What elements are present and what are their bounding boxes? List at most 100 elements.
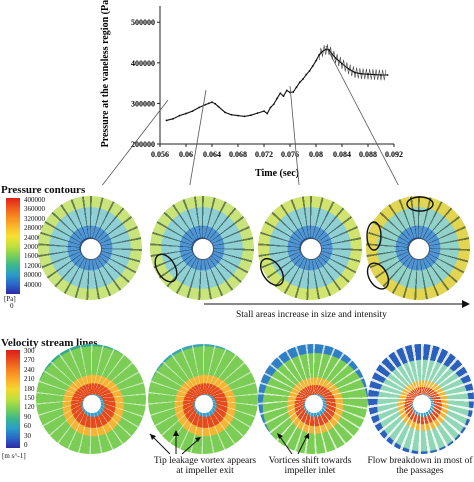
x-tick-group: 0.056 0.06 0.064 0.068 0.072 0.076 0.08 0.084 0.… [151, 144, 403, 159]
pressure-data-point [324, 48, 327, 51]
y-tick-label: 200000 [131, 140, 155, 149]
pressure-data-point [341, 62, 343, 65]
pressure-data-point [204, 103, 207, 106]
pressure-data-point [207, 102, 210, 105]
velocity-stream-image-4-hub [413, 395, 431, 413]
velocity-legend-value: 270 [24, 356, 35, 365]
pressure-data-point [211, 101, 213, 104]
pressure-data-point [354, 71, 356, 74]
pressure-contour-image-4-hub [408, 238, 430, 260]
pressure-contour-image-3 [258, 196, 362, 300]
pressure-legend-value: 120000 [24, 261, 45, 270]
pressure-data-point [360, 72, 363, 75]
pressure-data-point [295, 86, 298, 89]
velocity-stream-image-2 [148, 344, 258, 454]
x-tick-label: 0.064 [203, 150, 221, 159]
pressure-legend-labels: 400000 360000 320000 280000 240000 200000 1600… [0, 196, 60, 306]
pressure-data-point [347, 68, 350, 70]
pressure-unit-label: [Pa] [4, 295, 16, 303]
velocity-stream-image-4 [368, 344, 474, 454]
velocity-legend-value: 300 [24, 347, 35, 355]
x-axis-label: Time (sec) [255, 168, 299, 179]
pressure-data-point [285, 89, 288, 92]
pressure-data-point [367, 73, 369, 76]
pressure-data-point [292, 91, 295, 93]
pressure-data-point [386, 74, 389, 76]
pressure-data-point [172, 117, 174, 120]
x-tick-label: 0.056 [151, 150, 169, 159]
callout-line-1 [101, 99, 169, 185]
velocity-colorbar [6, 350, 20, 448]
pressure-contour-image-4 [366, 196, 470, 300]
pressure-data-point [263, 110, 265, 113]
pressure-legend-value: 400000 [24, 196, 45, 204]
pressure-legend-value: 80000 [24, 271, 42, 280]
callout-line-2 [189, 89, 207, 185]
pressure-contour-image-1 [38, 196, 142, 300]
velocity-legend-labels: 300 270 240 210 180 150 120 90 60 30 0 [0, 347, 60, 457]
pressure-legend-value: 160000 [24, 252, 45, 261]
pressure-data-point [224, 111, 226, 114]
callout-line-4 [325, 45, 399, 185]
pressure-contour-image-2-hub [192, 238, 214, 260]
pressure-contours-title: Pressure contours [1, 184, 86, 196]
x-tick-label: 0.08 [309, 150, 323, 159]
x-tick-label: 0.076 [281, 150, 299, 159]
pressure-data-point [318, 53, 321, 56]
pressure-data-point [302, 78, 304, 80]
callout-lines [101, 45, 399, 185]
x-tick-label: 0.092 [385, 150, 403, 159]
pressure-data-point [308, 70, 311, 72]
pressure-legend-value: 320000 [24, 214, 45, 223]
y-tick-label: 500000 [131, 18, 155, 27]
velocity-legend-value: 90 [24, 412, 31, 421]
stall-ellipse-2 [154, 253, 178, 283]
stall-ellipse-4b [406, 196, 434, 212]
pressure-data-point [214, 102, 217, 105]
pressure-data-point [217, 105, 220, 108]
pressure-data-point [266, 112, 269, 115]
pressure-chart: 0.056 0.06 0.064 0.068 0.072 0.076 0.08 0.084 0.… [100, 0, 403, 185]
pressure-legend-value: 40000 [24, 280, 42, 289]
velocity-caption-3: Flow breakdown in most of the passages [367, 456, 473, 476]
velocity-legend-value: 180 [24, 384, 35, 393]
pressure-colorbar [6, 198, 20, 294]
pressure-legend-value: 280000 [24, 224, 45, 233]
velocity-legend-value: 210 [24, 375, 35, 384]
velocity-stream-image-1 [36, 344, 146, 454]
pressure-data-point [269, 106, 272, 109]
stall-ellipse-4c [366, 262, 390, 290]
pressure-contour-image-1-hub [80, 238, 102, 260]
pressure-series-points [165, 48, 389, 122]
pressure-data-point [276, 97, 278, 100]
x-tick-label: 0.068 [229, 150, 247, 159]
pressure-data-point [230, 113, 233, 116]
pressure-legend-value: 240000 [24, 233, 45, 242]
velocity-legend-value: 120 [24, 403, 35, 412]
x-tick-label: 0.072 [255, 150, 273, 159]
pressure-data-point [178, 114, 181, 117]
pressure-data-point [305, 73, 308, 76]
velocity-legend-value: 60 [24, 422, 31, 431]
pressure-data-point [282, 95, 285, 98]
pressure-data-point [311, 65, 314, 67]
pressure-data-point [250, 114, 252, 117]
pressure-legend-value: 200000 [24, 243, 45, 251]
pressure-contour-image-3-hub [300, 238, 322, 260]
velocity-legend-value: 150 [24, 394, 35, 402]
x-tick-label: 0.084 [333, 150, 351, 159]
pressure-data-point [315, 59, 317, 62]
x-tick-label: 0.06 [179, 150, 193, 159]
pressure-data-point [373, 73, 376, 76]
velocity-stream-image-3 [258, 344, 368, 454]
pressure-data-point [191, 110, 194, 113]
stall-annotation: Stall areas increase in size and intensi… [236, 310, 387, 320]
velocity-legend-value: 30 [24, 431, 31, 440]
y-tick-label: 300000 [131, 99, 155, 108]
velocity-legend-value: 240 [24, 365, 35, 374]
pressure-data-point [298, 81, 301, 84]
pressure-data-point [279, 92, 282, 95]
pressure-series-line [166, 48, 388, 121]
stall-markers [154, 196, 434, 290]
